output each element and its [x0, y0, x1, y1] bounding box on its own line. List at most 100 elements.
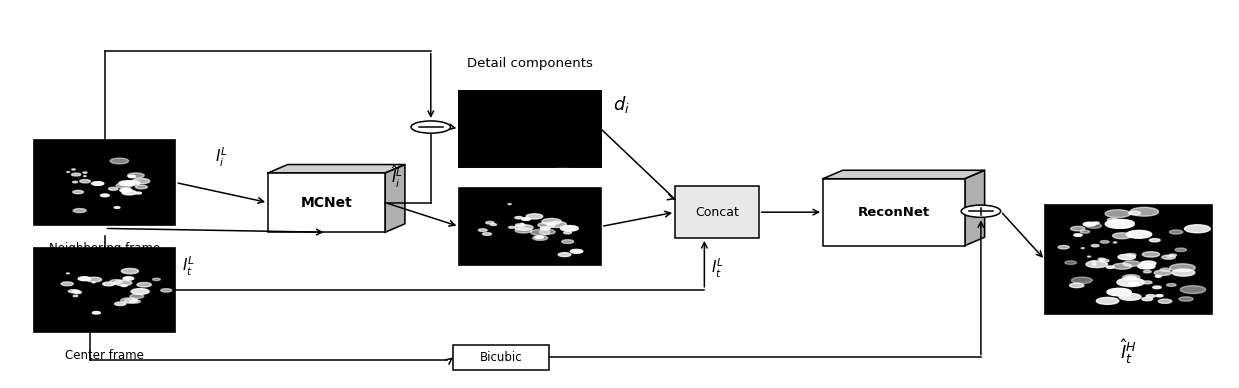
Text: Concat: Concat	[695, 206, 738, 219]
Circle shape	[1106, 288, 1131, 296]
Circle shape	[92, 182, 104, 185]
Circle shape	[74, 291, 77, 292]
Circle shape	[123, 189, 130, 192]
Circle shape	[538, 222, 555, 228]
Circle shape	[92, 282, 95, 283]
Circle shape	[1092, 264, 1097, 265]
Circle shape	[67, 273, 69, 274]
Circle shape	[1105, 210, 1130, 218]
Circle shape	[478, 229, 487, 232]
Circle shape	[561, 240, 574, 243]
Circle shape	[558, 129, 570, 132]
Circle shape	[486, 222, 494, 224]
Circle shape	[114, 207, 120, 208]
Circle shape	[83, 172, 87, 173]
Circle shape	[121, 268, 139, 274]
Circle shape	[78, 277, 90, 281]
Circle shape	[540, 227, 550, 230]
Circle shape	[1064, 261, 1077, 265]
Circle shape	[411, 121, 451, 133]
Circle shape	[135, 192, 141, 194]
Circle shape	[67, 171, 69, 172]
Circle shape	[121, 285, 128, 287]
Circle shape	[546, 222, 566, 227]
Circle shape	[1058, 246, 1069, 249]
Circle shape	[1125, 276, 1136, 280]
Circle shape	[515, 228, 532, 233]
Circle shape	[1114, 242, 1116, 243]
Circle shape	[100, 194, 109, 197]
Circle shape	[1172, 269, 1194, 276]
Circle shape	[1092, 244, 1099, 247]
Circle shape	[532, 93, 541, 96]
Circle shape	[1155, 270, 1171, 275]
Circle shape	[1142, 281, 1152, 284]
Circle shape	[1120, 220, 1134, 225]
FancyBboxPatch shape	[33, 140, 176, 225]
Circle shape	[1126, 230, 1152, 238]
Circle shape	[570, 249, 582, 253]
Circle shape	[1152, 286, 1161, 289]
Circle shape	[551, 149, 567, 154]
Circle shape	[1085, 223, 1101, 229]
Circle shape	[1167, 256, 1172, 258]
Circle shape	[577, 159, 595, 165]
Circle shape	[491, 223, 497, 225]
Circle shape	[1167, 284, 1176, 286]
Circle shape	[1092, 261, 1095, 262]
Circle shape	[560, 225, 579, 231]
Circle shape	[508, 226, 515, 228]
Circle shape	[68, 289, 78, 293]
Circle shape	[1141, 261, 1156, 266]
Circle shape	[541, 120, 553, 123]
Circle shape	[524, 130, 541, 135]
FancyBboxPatch shape	[675, 186, 758, 238]
Circle shape	[539, 229, 555, 234]
Circle shape	[109, 187, 118, 190]
FancyBboxPatch shape	[1044, 206, 1212, 314]
Circle shape	[73, 181, 78, 183]
Text: $\hat{I}_t^H$: $\hat{I}_t^H$	[1120, 338, 1136, 366]
Circle shape	[515, 225, 533, 230]
Circle shape	[1118, 254, 1135, 260]
Circle shape	[482, 232, 492, 236]
Circle shape	[1155, 275, 1161, 277]
Circle shape	[1156, 294, 1163, 297]
Circle shape	[1100, 259, 1109, 262]
Circle shape	[120, 188, 133, 192]
Circle shape	[152, 278, 160, 281]
Circle shape	[1137, 263, 1155, 269]
Circle shape	[1113, 233, 1131, 239]
Circle shape	[1088, 256, 1090, 257]
Circle shape	[543, 121, 550, 124]
Circle shape	[131, 289, 149, 294]
Circle shape	[532, 128, 545, 132]
Circle shape	[73, 295, 78, 297]
Circle shape	[483, 128, 492, 131]
Circle shape	[1170, 264, 1196, 272]
Text: $I_t^L$: $I_t^L$	[182, 255, 195, 278]
Circle shape	[1069, 283, 1084, 288]
Circle shape	[93, 312, 100, 314]
Circle shape	[527, 214, 543, 219]
Circle shape	[515, 217, 523, 219]
Circle shape	[520, 223, 524, 224]
Circle shape	[548, 114, 556, 116]
Text: $I_i^L$: $I_i^L$	[216, 146, 228, 169]
Text: Neighboring frame: Neighboring frame	[48, 242, 160, 255]
Circle shape	[1080, 230, 1089, 233]
Circle shape	[1129, 211, 1140, 215]
Circle shape	[508, 121, 518, 124]
Circle shape	[1123, 261, 1140, 266]
Circle shape	[530, 229, 550, 236]
Circle shape	[515, 127, 530, 132]
Circle shape	[1097, 298, 1119, 304]
Circle shape	[1116, 278, 1145, 286]
Text: $I_t^L$: $I_t^L$	[710, 257, 724, 280]
Circle shape	[491, 130, 497, 132]
Circle shape	[555, 163, 571, 168]
FancyBboxPatch shape	[453, 345, 549, 370]
Circle shape	[1184, 225, 1211, 233]
FancyBboxPatch shape	[460, 91, 601, 167]
Circle shape	[126, 183, 133, 185]
